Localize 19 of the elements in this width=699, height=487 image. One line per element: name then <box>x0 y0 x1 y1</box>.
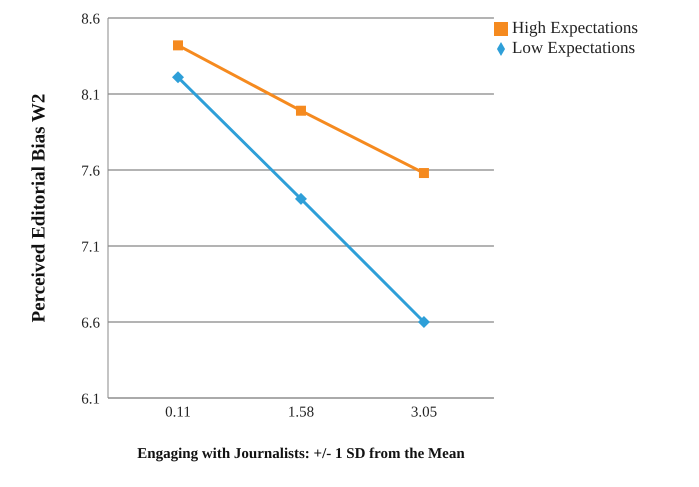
point <box>173 40 183 50</box>
point <box>172 71 184 84</box>
x-tick-label: 3.05 <box>410 404 438 421</box>
y-tick-label: 7.1 <box>81 239 100 256</box>
y-axis-title: Perceived Editorial Bias W2 <box>28 94 50 322</box>
x-tick-label: 1.58 <box>288 404 314 421</box>
legend-label: Low Expectations <box>512 38 636 57</box>
y-tick-label: 6.1 <box>81 391 100 408</box>
x-tick-label: 0.11 <box>165 404 191 421</box>
y-tick-label: 8.6 <box>81 11 100 28</box>
point <box>418 168 429 178</box>
point <box>296 106 306 116</box>
legend-label: High Expectations <box>512 18 638 37</box>
y-tick-label: 6.6 <box>81 315 100 332</box>
y-tick-label: 7.6 <box>81 163 100 180</box>
x-axis-title: Engaging with Journalists: +/- 1 SD from the Mean <box>137 446 466 462</box>
point <box>294 192 307 205</box>
point <box>418 316 430 328</box>
y-tick-label: 8.1 <box>81 87 100 104</box>
